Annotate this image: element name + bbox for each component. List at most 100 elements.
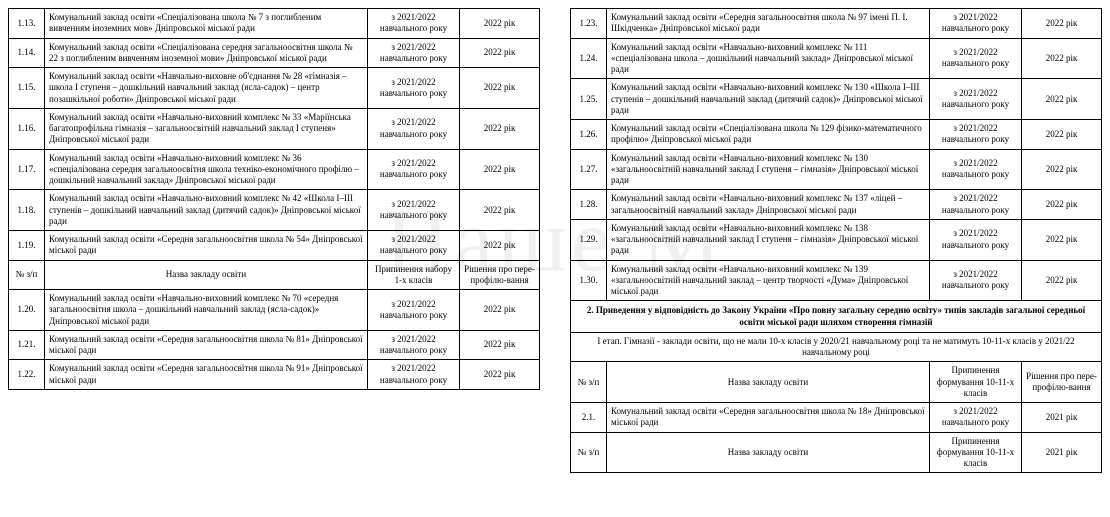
cell-name: Комунальний заклад освіти «Навчально-вих… [607,190,930,220]
cell-year: 2022 рік [460,68,540,109]
table-row: 1.13.Комунальний заклад освіти «Спеціалі… [9,9,540,39]
cell-name: Комунальний заклад освіти «Навчально-вих… [607,38,930,79]
cell-period: з 2021/2022 навчального року [930,403,1022,433]
table-row: 1.24.Комунальний заклад освіти «Навчальн… [571,38,1102,79]
table-row: 1.18.Комунальний заклад освіти «Навчальн… [9,190,540,231]
cell-name: Комунальний заклад освіти «Навчально-вих… [607,149,930,190]
cell-name: Комунальний заклад освіти «Навчально-вих… [45,108,368,149]
cell-year: 2022 рік [460,231,540,261]
table-row: 1.17.Комунальний заклад освіти «Навчальн… [9,149,540,190]
cell-year: 2022 рік [1022,120,1102,150]
cell-year: 2022 рік [1022,219,1102,260]
right-header2-row: № з/п Назва закладу освіти Припинення фо… [571,362,1102,403]
cell-num: 1.29. [571,219,607,260]
cell-year: 2022 рік [460,38,540,68]
left-column: 1.13.Комунальний заклад освіти «Спеціалі… [8,8,540,473]
section-sub-row: І етап. Гімназії - заклади освіти, що не… [571,332,1102,362]
hdr-num: № з/п [9,260,45,290]
cell-num: 1.13. [9,9,45,39]
cell-num: 1.16. [9,108,45,149]
cell-year: 2022 рік [460,190,540,231]
cell-num: 1.14. [9,38,45,68]
table-row: 1.25.Комунальний заклад освіти «Навчальн… [571,79,1102,120]
hdr3-name: Назва закладу освіти [607,432,930,473]
section-title-row: 2. Приведення у відповідність до Закону … [571,301,1102,333]
table-row: 1.16.Комунальний заклад освіти «Навчальн… [9,108,540,149]
cell-period: з 2021/2022 навчального року [930,38,1022,79]
cell-year: 2022 рік [460,290,540,331]
hdr-name: Назва закладу освіти [45,260,368,290]
cell-num: 2.1. [571,403,607,433]
cell-period: з 2021/2022 навчального року [368,330,460,360]
table-row: 1.14.Комунальний заклад освіти «Спеціалі… [9,38,540,68]
cell-num: 1.26. [571,120,607,150]
cell-year: 2022 рік [1022,190,1102,220]
cell-year: 2022 рік [1022,79,1102,120]
cell-num: 1.30. [571,260,607,301]
cell-name: Комунальний заклад освіти «Спеціалізован… [607,120,930,150]
hdr3-c3: Припинення формування 10-11-х класів [930,432,1022,473]
cell-num: 1.28. [571,190,607,220]
table-row: 1.21.Комунальний заклад освіти «Середня … [9,330,540,360]
cell-name: Комунальний заклад освіти «Навчально-вих… [45,290,368,331]
cell-year: 2022 рік [1022,9,1102,39]
table-row: 1.28.Комунальний заклад освіти «Навчальн… [571,190,1102,220]
cell-name: Комунальний заклад освіти «Спеціалізован… [45,9,368,39]
hdr2-name: Назва закладу освіти [607,362,930,403]
section-sub: І етап. Гімназії - заклади освіти, що не… [571,332,1102,362]
right-column: 1.23. Комунальний заклад освіти «Середня … [570,8,1102,473]
cell-num: 1.24. [571,38,607,79]
table-row: 1.19.Комунальний заклад освіти «Середня … [9,231,540,261]
cell-period: з 2021/2022 навчального року [368,360,460,390]
cell-period: з 2021/2022 навчального року [930,9,1022,39]
cell-name: Комунальний заклад освіти «Спеціалізован… [45,38,368,68]
table-row: 1.27.Комунальний заклад освіти «Навчальн… [571,149,1102,190]
cell-year: 2022 рік [460,108,540,149]
cell-num: 1.23. [571,9,607,39]
cell-name: Комунальний заклад освіти «Середня загал… [607,403,930,433]
cell-period: з 2021/2022 навчального року [368,231,460,261]
cell-num: 1.27. [571,149,607,190]
cell-name: Комунальний заклад освіти «Навчально-вих… [45,149,368,190]
cell-period: з 2021/2022 навчального року [368,38,460,68]
cell-year: 2022 рік [460,360,540,390]
table-row: 1.22.Комунальний заклад освіти «Середня … [9,360,540,390]
cell-year: 2022 рік [460,9,540,39]
cell-num: 1.19. [9,231,45,261]
table-row: 1.20.Комунальний заклад освіти «Навчальн… [9,290,540,331]
cell-name: Комунальний заклад освіти «Навчально-вих… [607,79,930,120]
cell-name: Комунальний заклад освіти «Середня загал… [45,330,368,360]
cell-num: 1.20. [9,290,45,331]
left-table: 1.13.Комунальний заклад освіти «Спеціалі… [8,8,540,390]
cell-period: з 2021/2022 навчального року [368,68,460,109]
cell-num: 1.18. [9,190,45,231]
cell-num: 1.15. [9,68,45,109]
cell-period: з 2021/2022 навчального року [930,120,1022,150]
right-header3-row: № з/п Назва закладу освіти Припинення фо… [571,432,1102,473]
cell-period: з 2021/2022 навчального року [930,219,1022,260]
cell-period: з 2021/2022 навчального року [368,190,460,231]
cell-period: з 2021/2022 навчального року [368,290,460,331]
table-row: 1.23.Комунальний заклад освіти «Середня … [571,9,1102,39]
cell-period: з 2021/2022 навчального року [930,260,1022,301]
cell-name: Комунальний заклад освіти «Навчально-вих… [607,219,930,260]
hdr-c3: Припинення набору 1-х класів [368,260,460,290]
cell-num: 1.21. [9,330,45,360]
table-row: 2.1.Комунальний заклад освіти «Середня з… [571,403,1102,433]
hdr-c4: Рішення про пере-профілю-вання [460,260,540,290]
cell-name: Комунальний заклад освіти «Навчально-вих… [45,68,368,109]
cell-year: 2022 рік [460,149,540,190]
cell-num: 1.17. [9,149,45,190]
hdr3-num: № з/п [571,432,607,473]
cell-num: 1.22. [9,360,45,390]
cell-year: 2022 рік [1022,149,1102,190]
table-row: 1.15.Комунальний заклад освіти «Навчальн… [9,68,540,109]
right-table: 1.23. Комунальний заклад освіти «Середня … [570,8,1102,473]
cell-year: 2022 рік [1022,38,1102,79]
two-column-layout: 1.13.Комунальний заклад освіти «Спеціалі… [8,8,1102,473]
hdr3-c4: 2021 рік [1022,432,1102,473]
cell-name: Комунальний заклад освіти «Навчально-вих… [45,190,368,231]
cell-period: з 2021/2022 навчального року [368,149,460,190]
cell-period: з 2021/2022 навчального року [368,9,460,39]
table-row: 1.29.Комунальний заклад освіти «Навчальн… [571,219,1102,260]
